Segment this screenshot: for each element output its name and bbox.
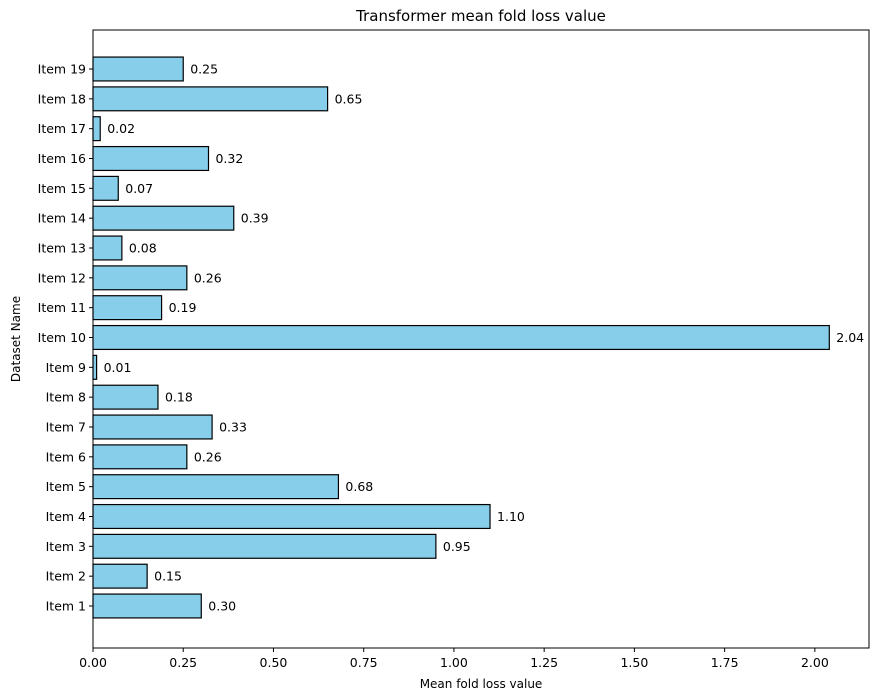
y-tick-label: Item 9: [46, 360, 86, 375]
x-axis-ticks: 0.00 0.25 0.50 0.75 1.00 1.25 1.50 1.75 2.00: [79, 648, 829, 670]
bar: [92, 175, 119, 201]
data-label: 0.26: [194, 270, 222, 285]
y-tick-label: Item 12: [38, 270, 86, 285]
data-label: 0.08: [129, 241, 157, 256]
y-tick-label: Item 8: [46, 390, 86, 405]
y-axis-label: Dataset Name: [9, 296, 23, 382]
data-label: 0.19: [169, 300, 197, 315]
y-tick-label: Item 4: [46, 509, 86, 524]
y-tick-label: Item 2: [46, 569, 86, 584]
bar: [92, 205, 235, 231]
x-tick-label: 2.00: [801, 655, 829, 670]
x-axis-label: Mean fold loss value: [420, 677, 543, 691]
data-label: 0.39: [241, 211, 269, 226]
data-label: 2.04: [836, 330, 864, 345]
y-tick-label: Item 5: [46, 479, 86, 494]
plot-frame: [92, 29, 870, 649]
data-label: 0.95: [443, 539, 471, 554]
data-labels-layer: 0.30 0.15 0.95 1.10 0.68 0.26 0.33 0.18 0.01 2.04…: [104, 62, 865, 614]
x-tick-label: 1.00: [440, 655, 468, 670]
data-label: 0.02: [107, 121, 135, 136]
bar: [92, 533, 437, 559]
x-tick-label: 0.75: [350, 655, 378, 670]
bar: [92, 265, 188, 291]
chart-title: Transformer mean fold loss value: [355, 7, 606, 25]
data-label: 0.32: [215, 151, 243, 166]
bar: [92, 116, 101, 142]
data-label: 0.65: [335, 91, 363, 106]
bar: [92, 503, 491, 530]
bar: [92, 384, 159, 410]
bar: [92, 56, 184, 82]
y-tick-label: Item 10: [38, 330, 86, 345]
y-tick-label: Item 18: [38, 91, 86, 106]
data-label: 0.26: [194, 449, 222, 464]
bar: [92, 324, 830, 351]
data-label: 1.10: [497, 509, 525, 524]
y-tick-label: Item 11: [38, 300, 86, 315]
y-tick-label: Item 19: [38, 62, 86, 77]
bar: [92, 593, 202, 619]
y-tick-label: Item 17: [38, 121, 86, 136]
bar: [92, 354, 98, 380]
data-label: 0.33: [219, 420, 247, 435]
data-label: 0.15: [154, 569, 182, 584]
x-tick-label: 1.25: [530, 655, 558, 670]
y-tick-label: Item 3: [46, 539, 86, 554]
bars-layer: [92, 56, 830, 619]
bar: [92, 474, 340, 500]
bar: [92, 563, 148, 589]
y-tick-label: Item 6: [46, 449, 86, 464]
data-label: 0.01: [104, 360, 132, 375]
y-tick-label: Item 1: [46, 599, 86, 614]
bar: [92, 414, 213, 440]
x-tick-label: 0.00: [79, 655, 107, 670]
data-label: 0.30: [208, 599, 236, 614]
data-label: 0.25: [190, 62, 218, 77]
bar: [92, 295, 163, 321]
y-tick-label: Item 16: [38, 151, 86, 166]
x-tick-label: 0.25: [169, 655, 197, 670]
data-label: 0.18: [165, 390, 193, 405]
y-tick-label: Item 7: [46, 420, 86, 435]
y-tick-label: Item 13: [38, 241, 86, 256]
data-label: 0.68: [345, 479, 373, 494]
bar: [92, 235, 123, 261]
y-tick-label: Item 14: [38, 211, 86, 226]
y-axis-ticks: Item 1 Item 2 Item 3 Item 4 Item 5 Item 6 Item…: [38, 62, 93, 614]
x-tick-label: 0.50: [260, 655, 288, 670]
x-tick-label: 1.50: [620, 655, 648, 670]
bar: [92, 86, 329, 112]
y-tick-label: Item 15: [38, 181, 86, 196]
data-label: 0.07: [125, 181, 153, 196]
bar: [92, 145, 210, 172]
x-tick-label: 1.75: [711, 655, 739, 670]
bar: [92, 444, 188, 470]
